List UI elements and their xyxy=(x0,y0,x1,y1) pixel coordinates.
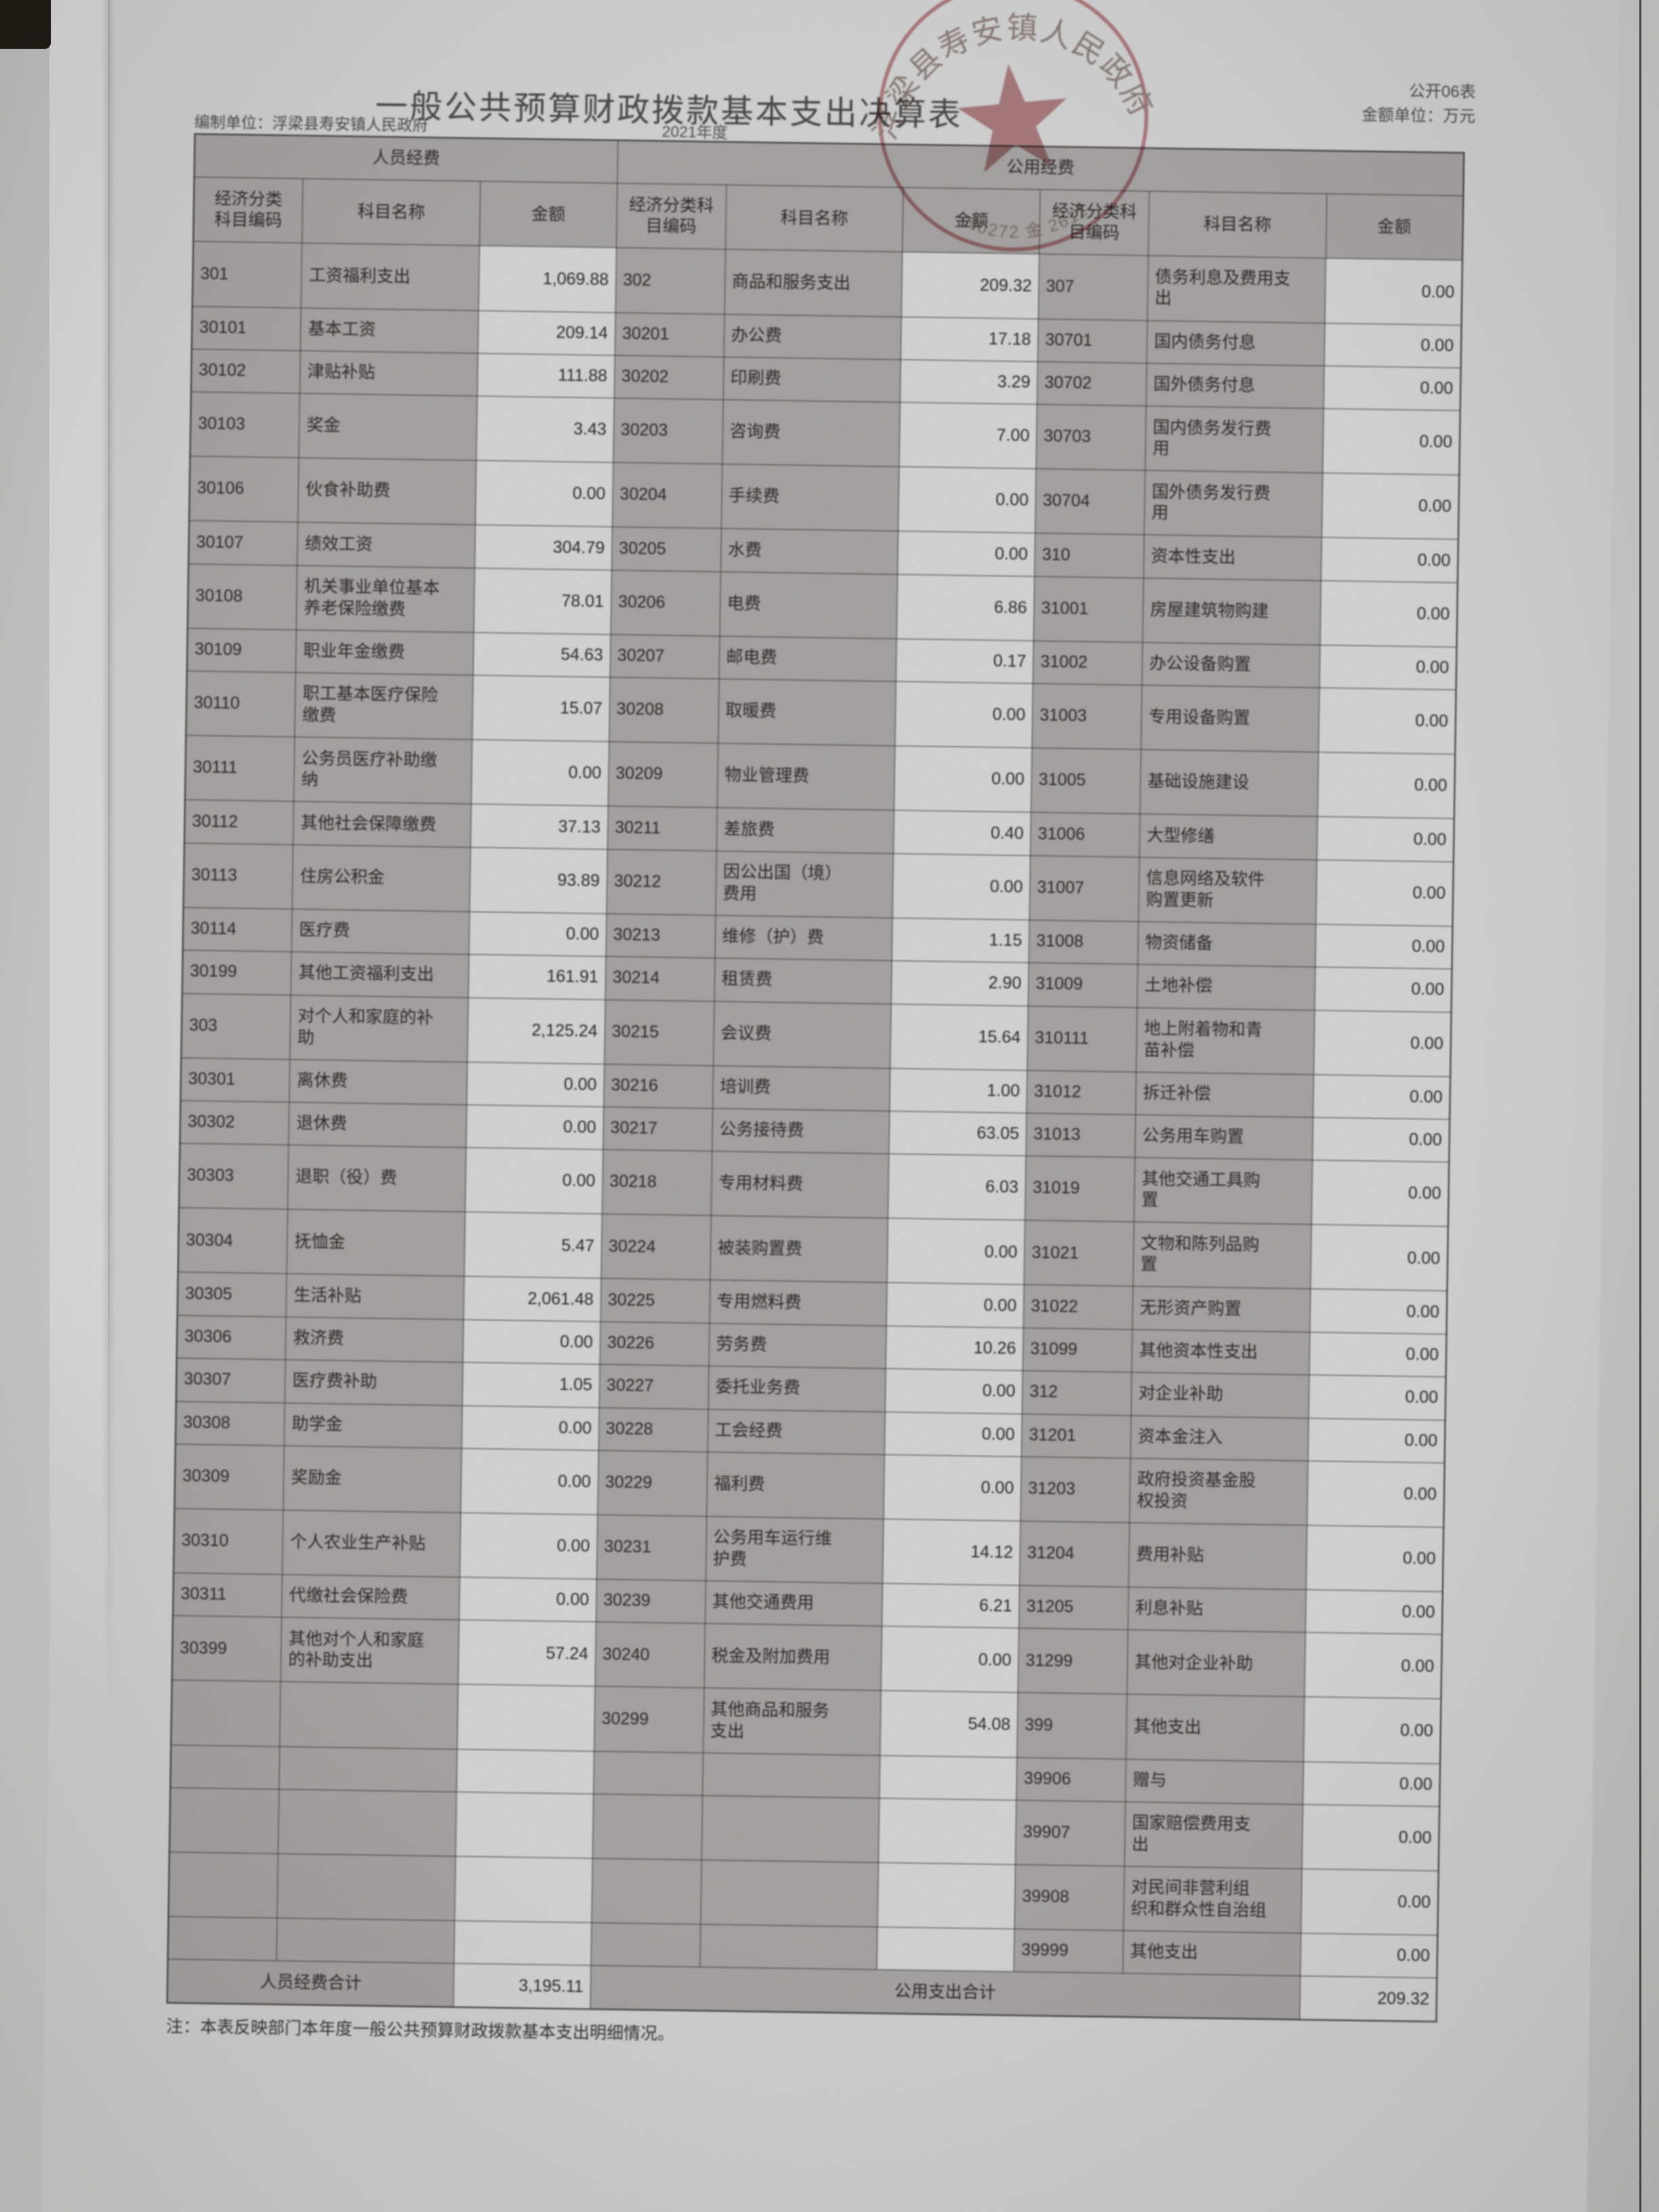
svg-text:N0272 金 2612: N0272 金 2612 xyxy=(960,199,1094,247)
